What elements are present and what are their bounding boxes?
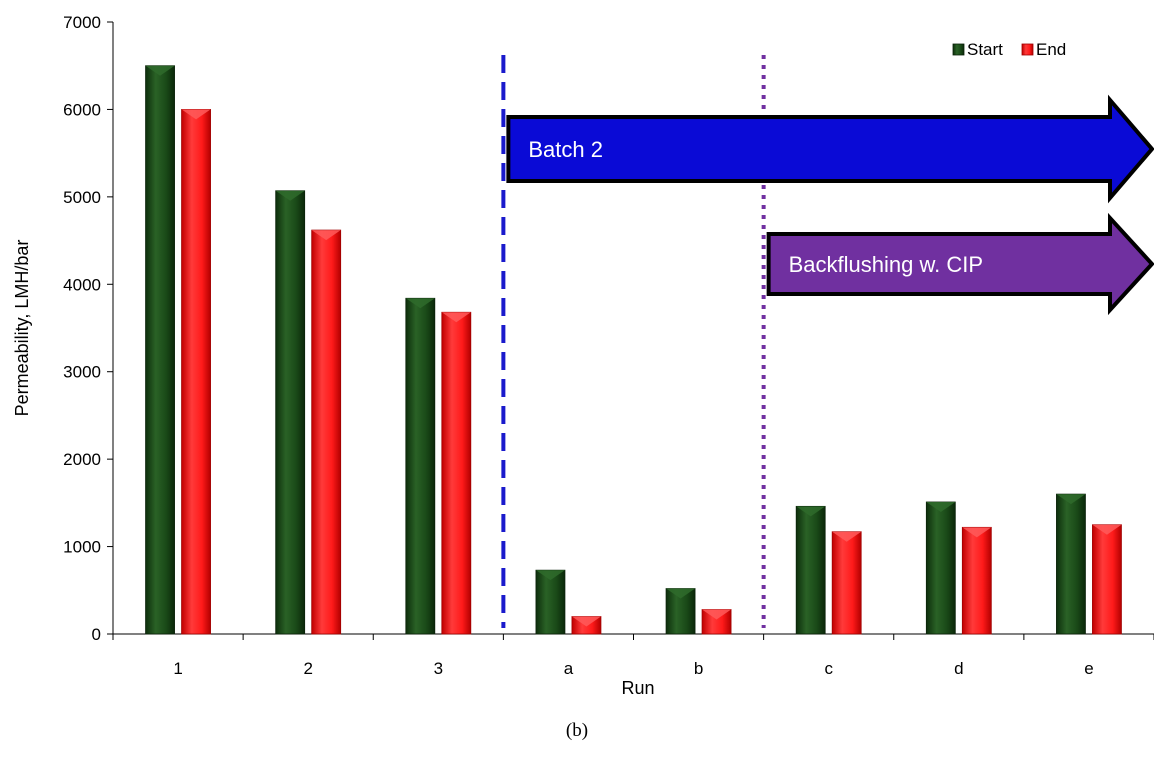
bar-cap xyxy=(702,609,732,620)
bar-body xyxy=(275,190,306,635)
annotation-arrows: Batch 2 Backflushing w. CIP xyxy=(506,94,1154,316)
bar-body xyxy=(1092,524,1122,635)
axes: 0 1000 2000 3000 4000 5000 6000 7000 1 2 3 a b c d e xyxy=(63,13,1154,678)
bar-end-1 xyxy=(181,109,211,635)
bars xyxy=(145,65,1122,635)
bar-body xyxy=(1056,493,1086,635)
bar-start-e xyxy=(1056,493,1086,635)
bar-start-c xyxy=(795,505,826,635)
bar-body xyxy=(311,229,342,635)
bar-end-a xyxy=(571,616,602,635)
legend-swatch xyxy=(1021,43,1034,56)
bar-body xyxy=(145,65,175,635)
bar-cap xyxy=(571,616,601,627)
x-tick-label: 2 xyxy=(303,659,312,678)
y-tick-label: 6000 xyxy=(63,100,101,119)
y-tick-label: 1000 xyxy=(63,538,101,557)
bar-cap xyxy=(535,570,565,581)
bar-end-b xyxy=(701,609,732,635)
arrow-shape xyxy=(766,212,1154,316)
bar-end-e xyxy=(1092,524,1122,635)
x-tick-label: a xyxy=(564,659,574,678)
figure-caption: (b) xyxy=(566,720,588,741)
bar-body xyxy=(181,109,211,635)
bar-cap xyxy=(1092,524,1122,535)
y-tick-label: 7000 xyxy=(63,13,101,32)
bar-cap xyxy=(926,501,956,512)
bar-cap xyxy=(405,298,435,309)
bar-cap xyxy=(441,312,471,323)
bar-body xyxy=(961,526,992,635)
x-tick-label: c xyxy=(824,659,833,678)
bar-cap xyxy=(311,230,341,241)
bar-start-3 xyxy=(405,297,436,635)
bar-body xyxy=(795,505,826,635)
bar-end-3 xyxy=(441,311,472,635)
bar-start-1 xyxy=(145,65,175,635)
divider-lines xyxy=(501,55,766,628)
bar-end-c xyxy=(831,531,862,635)
bar-start-a xyxy=(535,569,566,635)
bar-start-2 xyxy=(275,190,306,635)
bar-body xyxy=(665,588,696,635)
x-tick-label: b xyxy=(694,659,703,678)
bar-cap xyxy=(145,65,175,76)
bar-end-d xyxy=(961,526,992,635)
bar-body xyxy=(535,569,566,635)
arrow-batch-2: Batch 2 xyxy=(506,94,1154,204)
bar-cap xyxy=(275,190,305,201)
bar-cap xyxy=(796,506,826,517)
bar-body xyxy=(925,501,956,635)
legend-item-start: Start xyxy=(952,40,1003,59)
legend-item-end: End xyxy=(1021,40,1066,59)
bar-cap xyxy=(666,588,696,599)
y-tick-label: 3000 xyxy=(63,363,101,382)
bar-cap xyxy=(1056,494,1086,505)
x-axis-title: Run xyxy=(621,678,654,698)
y-tick-label: 5000 xyxy=(63,188,101,207)
bar-body xyxy=(831,531,862,635)
x-tick-label: 1 xyxy=(173,659,182,678)
bar-body xyxy=(441,311,472,635)
bar-end-2 xyxy=(311,229,342,635)
x-tick-label: d xyxy=(954,659,963,678)
y-tick-label: 2000 xyxy=(63,450,101,469)
x-tick-label: e xyxy=(1084,659,1093,678)
legend: Start End xyxy=(952,40,1066,59)
x-tick-label: 3 xyxy=(434,659,443,678)
legend-label: End xyxy=(1036,40,1066,59)
legend-swatch xyxy=(952,43,965,56)
y-tick-label: 0 xyxy=(92,625,101,644)
arrow-label: Backflushing w. CIP xyxy=(789,252,983,277)
arrow-label: Batch 2 xyxy=(528,137,603,162)
bar-cap xyxy=(181,109,211,120)
bar-cap xyxy=(832,531,862,542)
y-tick-label: 4000 xyxy=(63,275,101,294)
bar-body xyxy=(405,297,436,635)
y-axis-title: Permeability, LMH/bar xyxy=(12,240,32,417)
bar-cap xyxy=(962,527,992,538)
bar-start-b xyxy=(665,588,696,635)
arrow-shape xyxy=(506,94,1154,204)
legend-label: Start xyxy=(967,40,1003,59)
arrow-backflushing: Backflushing w. CIP xyxy=(766,212,1154,316)
bar-start-d xyxy=(925,501,956,635)
